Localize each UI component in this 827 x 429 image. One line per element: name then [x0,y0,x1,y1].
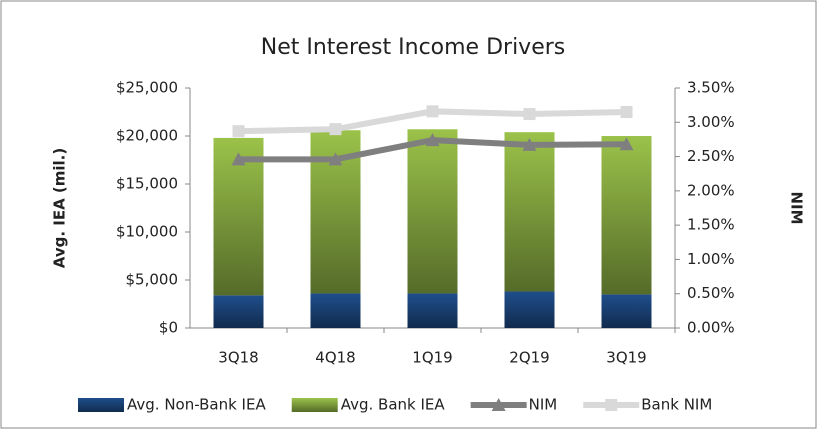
bar [504,291,555,328]
bar [407,293,458,328]
y-tick-label: $10,000 [116,223,178,241]
x-tick-label: 1Q19 [412,349,452,367]
bar [601,136,652,295]
line-marker [605,399,618,411]
line-marker [491,398,506,411]
x-tick-label: 3Q19 [606,349,646,367]
legend-label: Bank NIM [641,396,712,414]
bar [504,132,555,292]
y-tick-label: $5,000 [126,271,179,289]
line-marker [620,106,633,118]
y2-tick-label: 2.50% [687,147,735,165]
bar [310,293,361,328]
y2-tick-label: 3.00% [687,113,735,131]
line-marker [328,152,343,166]
y2-tick-label: 1.50% [687,216,735,234]
y2-axis-title: NIM [788,191,806,224]
legend-label: Avg. Bank IEA [341,396,446,414]
line-marker [232,125,245,138]
x-tick-label: 4Q18 [315,349,355,367]
line-marker [522,137,537,151]
y2-tick-label: 2.00% [687,181,735,199]
x-tick-label: 2Q19 [509,349,549,367]
y-axis-title: Avg. IEA (mil.) [51,148,69,269]
y2-tick-label: 0.00% [687,319,735,337]
chart-title: Net Interest Income Drivers [261,35,566,60]
y-tick-label: $20,000 [116,127,178,145]
legend-label: NIM [529,396,558,414]
line-marker [523,108,536,121]
y2-tick-label: 3.50% [687,79,735,97]
x-tick-label: 3Q18 [218,349,258,367]
y-tick-label: $0 [159,319,178,337]
y2-tick-label: 1.00% [687,250,735,268]
bar [601,294,652,328]
y-tick-label: $15,000 [116,175,178,193]
line-marker [425,133,440,147]
line-marker [231,152,246,166]
bar [407,129,458,294]
line-marker [619,137,634,151]
legend-swatch [291,398,338,412]
line-marker [426,105,439,118]
y-tick-label: $25,000 [116,79,178,97]
bar [213,295,264,328]
line-marker [329,123,342,136]
legend-swatch [78,398,124,412]
y2-tick-label: 0.50% [687,284,735,302]
legend-label: Avg. Non-Bank IEA [127,396,266,414]
